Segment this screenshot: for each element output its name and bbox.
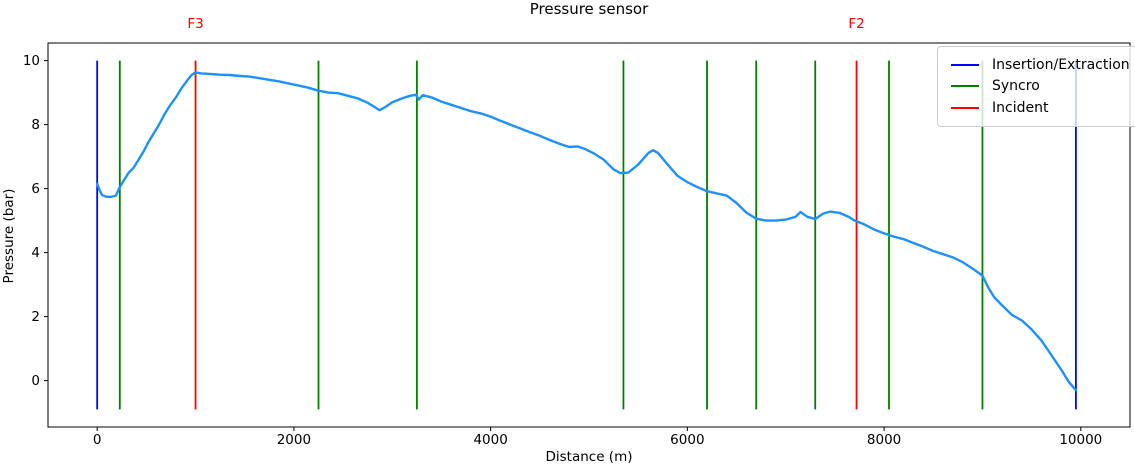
x-tick-label: 0: [93, 432, 102, 448]
y-tick-label: 0: [31, 373, 40, 389]
legend-label: Insertion/Extraction: [992, 56, 1130, 73]
incident-annotation-f3: F3: [187, 16, 204, 32]
legend-label: Syncro: [992, 78, 1040, 95]
pressure-curve: [95, 71, 1078, 392]
legend-item: Insertion/Extraction: [951, 54, 1130, 76]
legend-line-swatch: [951, 63, 979, 66]
x-tick-label: 6000: [670, 432, 704, 448]
x-tick-label: 2000: [277, 432, 311, 448]
legend-line-swatch: [951, 85, 979, 88]
axes-spines: [47, 42, 1131, 428]
y-tick-label: 2: [31, 309, 40, 325]
chart-title: Pressure sensor: [529, 0, 649, 18]
y-axis-label: Pressure (bar): [1, 188, 17, 283]
y-tick-label: 6: [31, 181, 40, 197]
legend-line-swatch: [951, 106, 979, 109]
y-tick-label: 10: [23, 53, 40, 69]
x-tick-label: 10000: [1059, 432, 1102, 448]
x-tick-label: 8000: [867, 432, 901, 448]
legend: Insertion/Extraction Syncro Incident: [937, 46, 1135, 127]
x-tick-label: 4000: [473, 432, 507, 448]
y-tick-label: 4: [31, 245, 40, 261]
x-axis-label: Distance (m): [545, 449, 633, 465]
legend-label: Incident: [992, 99, 1049, 116]
legend-item: Syncro: [951, 76, 1130, 98]
legend-item: Incident: [951, 97, 1130, 119]
y-tick-label: 8: [31, 117, 40, 133]
incident-annotation-f2: F2: [848, 16, 865, 32]
